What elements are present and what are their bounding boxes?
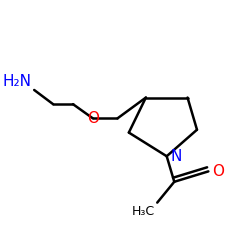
Text: H₂N: H₂N <box>3 74 32 89</box>
Text: H₃C: H₃C <box>132 205 155 218</box>
Text: O: O <box>212 164 224 179</box>
Text: O: O <box>87 111 99 126</box>
Text: N: N <box>170 149 182 164</box>
